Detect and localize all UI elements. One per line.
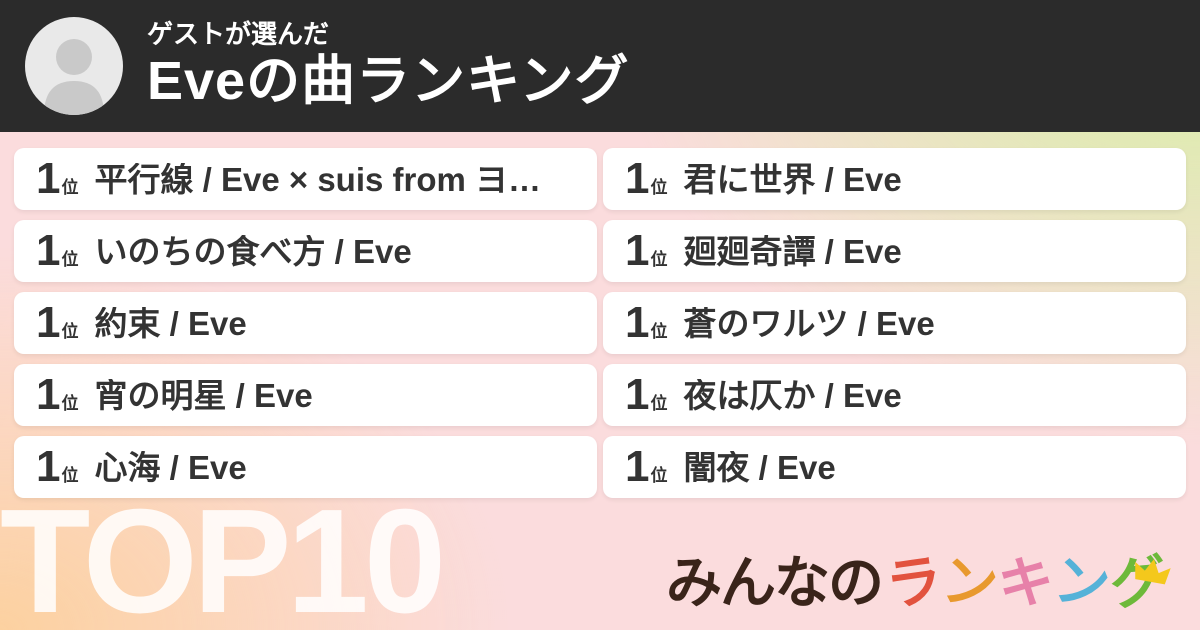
ranking-item: 1位 蒼のワルツ / Eve [603, 292, 1186, 354]
song-title: いのちの食べ方 / Eve [94, 234, 412, 268]
rank-suffix: 位 [61, 394, 79, 413]
rank-suffix: 位 [61, 250, 79, 269]
rank-badge: 1位 [36, 301, 78, 345]
rank-badge: 1位 [36, 445, 78, 489]
rank-suffix: 位 [650, 178, 668, 197]
song-title: 心海 / Eve [94, 450, 247, 484]
rank-number: 1 [36, 370, 61, 419]
rank-suffix: 位 [650, 322, 668, 341]
logo-segment: ラ [881, 547, 947, 618]
ranking-grid: 1位 平行線 / Eve × suis from ヨ… 1位 いのちの食べ方 / Ev… [14, 148, 1186, 498]
rank-badge: 1位 [36, 157, 78, 201]
logo-segment: みんなの [666, 551, 884, 615]
rank-number: 1 [36, 298, 61, 347]
song-title: 宵の明星 / Eve [94, 378, 313, 412]
rank-badge: 1位 [625, 229, 667, 273]
rank-badge: 1位 [36, 229, 78, 273]
rank-suffix: 位 [61, 466, 79, 485]
top10-label: TOP10 [0, 479, 446, 630]
rank-badge: 1位 [625, 373, 667, 417]
rank-badge: 1位 [625, 445, 667, 489]
ranking-item: 1位 平行線 / Eve × suis from ヨ… [14, 148, 597, 210]
ranking-item: 1位 いのちの食べ方 / Eve [14, 220, 597, 282]
song-title: 平行線 / Eve × suis from ヨ… [94, 162, 542, 196]
logo-segment: ン [938, 548, 1002, 618]
site-logo: みんなのランキング [666, 548, 1171, 618]
rank-number: 1 [625, 442, 650, 491]
ranking-column-left: 1位 平行線 / Eve × suis from ヨ… 1位 いのちの食べ方 / Ev… [14, 148, 597, 498]
rank-number: 1 [36, 442, 61, 491]
logo-segment: キ [994, 548, 1058, 618]
rank-suffix: 位 [61, 178, 79, 197]
rank-number: 1 [36, 154, 61, 203]
song-title: 闇夜 / Eve [683, 450, 836, 484]
song-title: 約束 / Eve [94, 306, 247, 340]
header-text: ゲストが選んだ Eveの曲ランキング [147, 18, 629, 114]
ranking-item: 1位 廻廻奇譚 / Eve [603, 220, 1186, 282]
rank-number: 1 [625, 370, 650, 419]
rank-suffix: 位 [61, 322, 79, 341]
ranking-item: 1位 闇夜 / Eve [603, 436, 1186, 498]
rank-badge: 1位 [625, 157, 667, 201]
crown-icon [1129, 532, 1177, 599]
rank-number: 1 [625, 226, 650, 275]
song-title: 夜は仄か / Eve [683, 378, 902, 412]
rank-badge: 1位 [625, 301, 667, 345]
rank-number: 1 [36, 226, 61, 275]
logo-segment: ン [1050, 548, 1114, 618]
song-title: 廻廻奇譚 / Eve [683, 234, 902, 268]
person-icon [44, 39, 104, 115]
ranking-item: 1位 君に世界 / Eve [603, 148, 1186, 210]
site-logo-text: みんなのランキング [666, 548, 1169, 618]
header: ゲストが選んだ Eveの曲ランキング [0, 0, 1200, 132]
rank-suffix: 位 [650, 250, 668, 269]
ranking-item: 1位 約束 / Eve [14, 292, 597, 354]
ranking-subtitle: ゲストが選んだ [147, 18, 330, 49]
ranking-item: 1位 心海 / Eve [14, 436, 597, 498]
avatar [25, 17, 123, 115]
rank-number: 1 [625, 154, 650, 203]
rank-number: 1 [625, 298, 650, 347]
rank-suffix: 位 [650, 394, 668, 413]
song-title: 君に世界 / Eve [683, 162, 902, 196]
page-title: Eveの曲ランキング [147, 51, 630, 112]
ranking-column-right: 1位 君に世界 / Eve 1位 廻廻奇譚 / Eve 1位 蒼のワルツ / Eve 1位夜… [603, 148, 1186, 498]
rank-badge: 1位 [36, 373, 78, 417]
ranking-item: 1位 宵の明星 / Eve [14, 364, 597, 426]
song-title: 蒼のワルツ / Eve [683, 306, 935, 340]
rank-suffix: 位 [650, 466, 668, 485]
ranking-item: 1位 夜は仄か / Eve [603, 364, 1186, 426]
